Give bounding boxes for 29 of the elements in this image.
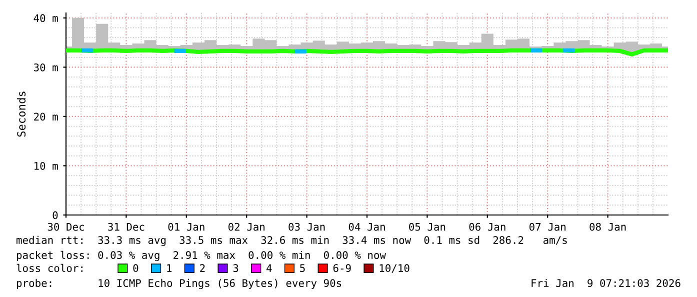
- text: packet loss: 0.03 % avg 2.91 % max 0.00 % min 0.00 % now: [16, 250, 386, 262]
- y-tick-label: 0: [52, 211, 58, 220]
- x-tick-label: 08 Jan: [590, 222, 626, 231]
- text: median rtt: 33.3 ms avg 33.5 ms max 32.6 ms min 33.4 ms now 0.1 ms sd 286.2 am/s: [16, 236, 567, 246]
- x-tick-label: 03 Jan: [288, 222, 325, 231]
- x-tick-label: 07 Jan: [529, 222, 566, 231]
- x-tick-label: 31 Dec: [108, 222, 144, 231]
- y-tick-label: 10 m: [34, 162, 58, 170]
- y-tick-label: 40 m: [34, 14, 58, 22]
- legend-label: 2: [200, 264, 205, 272]
- legend-label: 0: [133, 264, 138, 272]
- x-tick-label: 01 Jan: [168, 222, 204, 231]
- legend-label: 10/10: [380, 264, 410, 273]
- x-tick-label: 05 Jan: [409, 222, 446, 231]
- text: probe: 10 ICMP Echo Pings (56 Bytes) every 90s: [16, 278, 342, 290]
- x-tick-label: 06 Jan: [469, 222, 506, 231]
- x-tick-label: 30 Dec: [48, 222, 84, 231]
- y-axis-title: Seconds: [16, 92, 26, 137]
- legend-title: loss color:: [16, 264, 82, 272]
- legend-label: 3: [233, 264, 238, 272]
- y-tick-label: 20 m: [34, 112, 58, 121]
- x-tick-label: 02 Jan: [228, 222, 264, 231]
- x-tick-label: 04 Jan: [348, 222, 385, 231]
- legend-label: 1: [167, 264, 172, 272]
- y-tick-label: 30 m: [34, 63, 58, 72]
- text: Fri Jan 9 07:21:03 2026: [532, 278, 680, 288]
- legend-label: 4: [266, 264, 272, 272]
- legend-label: 5: [300, 264, 305, 272]
- legend-label: 6-9: [333, 264, 351, 272]
